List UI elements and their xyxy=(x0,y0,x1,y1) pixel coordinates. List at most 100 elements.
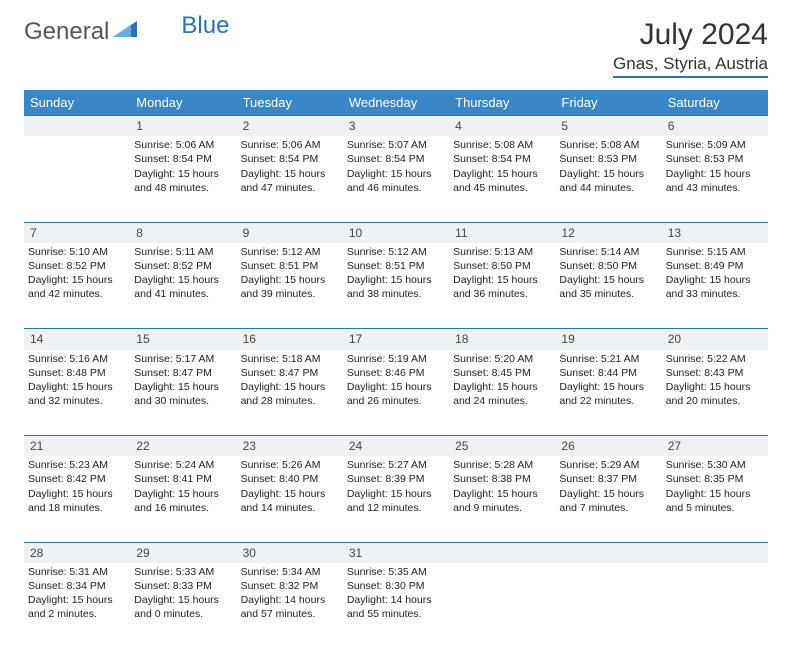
daylight-text: Daylight: 15 hours and 44 minutes. xyxy=(559,167,657,195)
sunset-text: Sunset: 8:39 PM xyxy=(347,472,445,486)
day-content-row: Sunrise: 5:31 AMSunset: 8:34 PMDaylight:… xyxy=(24,563,768,649)
day-cell: Sunrise: 5:28 AMSunset: 8:38 PMDaylight:… xyxy=(449,456,555,542)
sunrise-text: Sunrise: 5:31 AM xyxy=(28,565,126,579)
sunrise-text: Sunrise: 5:12 AM xyxy=(241,245,339,259)
sunset-text: Sunset: 8:32 PM xyxy=(241,579,339,593)
day-number: 8 xyxy=(130,222,236,243)
sunset-text: Sunset: 8:47 PM xyxy=(134,366,232,380)
day-number: 20 xyxy=(662,329,768,350)
daylight-text: Daylight: 15 hours and 36 minutes. xyxy=(453,273,551,301)
sunrise-text: Sunrise: 5:18 AM xyxy=(241,352,339,366)
month-title: July 2024 xyxy=(613,18,768,52)
day-number: 19 xyxy=(555,329,661,350)
sunset-text: Sunset: 8:54 PM xyxy=(241,152,339,166)
day-cell: Sunrise: 5:10 AMSunset: 8:52 PMDaylight:… xyxy=(24,243,130,329)
sunset-text: Sunset: 8:45 PM xyxy=(453,366,551,380)
daylight-text: Daylight: 15 hours and 46 minutes. xyxy=(347,167,445,195)
sunrise-text: Sunrise: 5:24 AM xyxy=(134,458,232,472)
day-cell: Sunrise: 5:18 AMSunset: 8:47 PMDaylight:… xyxy=(237,350,343,436)
day-number: 24 xyxy=(343,436,449,457)
daylight-text: Daylight: 15 hours and 35 minutes. xyxy=(559,273,657,301)
day-number: 17 xyxy=(343,329,449,350)
sunset-text: Sunset: 8:41 PM xyxy=(134,472,232,486)
sunrise-text: Sunrise: 5:35 AM xyxy=(347,565,445,579)
daylight-text: Daylight: 15 hours and 0 minutes. xyxy=(134,593,232,621)
sunset-text: Sunset: 8:34 PM xyxy=(28,579,126,593)
day-cell: Sunrise: 5:22 AMSunset: 8:43 PMDaylight:… xyxy=(662,350,768,436)
logo-triangle-icon xyxy=(113,18,139,46)
sunrise-text: Sunrise: 5:17 AM xyxy=(134,352,232,366)
day-number: 11 xyxy=(449,222,555,243)
day-cell: Sunrise: 5:06 AMSunset: 8:54 PMDaylight:… xyxy=(237,136,343,222)
day-number: 7 xyxy=(24,222,130,243)
weekday-header: Sunday xyxy=(24,90,130,116)
day-number: 16 xyxy=(237,329,343,350)
sunset-text: Sunset: 8:30 PM xyxy=(347,579,445,593)
day-number: 27 xyxy=(662,436,768,457)
day-number: 22 xyxy=(130,436,236,457)
day-cell: Sunrise: 5:06 AMSunset: 8:54 PMDaylight:… xyxy=(130,136,236,222)
sunrise-text: Sunrise: 5:11 AM xyxy=(134,245,232,259)
sunset-text: Sunset: 8:42 PM xyxy=(28,472,126,486)
sunset-text: Sunset: 8:54 PM xyxy=(347,152,445,166)
daylight-text: Daylight: 15 hours and 42 minutes. xyxy=(28,273,126,301)
day-number: 9 xyxy=(237,222,343,243)
day-cell: Sunrise: 5:08 AMSunset: 8:53 PMDaylight:… xyxy=(555,136,661,222)
day-number: 25 xyxy=(449,436,555,457)
daylight-text: Daylight: 15 hours and 26 minutes. xyxy=(347,380,445,408)
day-number: 28 xyxy=(24,542,130,563)
sunset-text: Sunset: 8:52 PM xyxy=(28,259,126,273)
daylight-text: Daylight: 15 hours and 12 minutes. xyxy=(347,487,445,515)
sunset-text: Sunset: 8:35 PM xyxy=(666,472,764,486)
sunset-text: Sunset: 8:37 PM xyxy=(559,472,657,486)
daylight-text: Daylight: 15 hours and 2 minutes. xyxy=(28,593,126,621)
sunrise-text: Sunrise: 5:07 AM xyxy=(347,138,445,152)
daylight-text: Daylight: 15 hours and 33 minutes. xyxy=(666,273,764,301)
sunrise-text: Sunrise: 5:29 AM xyxy=(559,458,657,472)
day-cell xyxy=(555,563,661,649)
daylight-text: Daylight: 15 hours and 39 minutes. xyxy=(241,273,339,301)
day-cell: Sunrise: 5:29 AMSunset: 8:37 PMDaylight:… xyxy=(555,456,661,542)
day-number: 18 xyxy=(449,329,555,350)
sunset-text: Sunset: 8:53 PM xyxy=(666,152,764,166)
logo-text-1: General xyxy=(24,18,109,46)
sunset-text: Sunset: 8:51 PM xyxy=(241,259,339,273)
sunset-text: Sunset: 8:49 PM xyxy=(666,259,764,273)
day-number: 15 xyxy=(130,329,236,350)
weekday-header: Friday xyxy=(555,90,661,116)
day-number: 14 xyxy=(24,329,130,350)
day-number: 6 xyxy=(662,116,768,137)
page-header: General Blue July 2024 Gnas, Styria, Aus… xyxy=(24,18,768,78)
day-number: 21 xyxy=(24,436,130,457)
daylight-text: Daylight: 15 hours and 7 minutes. xyxy=(559,487,657,515)
sunset-text: Sunset: 8:43 PM xyxy=(666,366,764,380)
daylight-text: Daylight: 15 hours and 41 minutes. xyxy=(134,273,232,301)
sunset-text: Sunset: 8:54 PM xyxy=(134,152,232,166)
sunrise-text: Sunrise: 5:20 AM xyxy=(453,352,551,366)
sunset-text: Sunset: 8:50 PM xyxy=(453,259,551,273)
daylight-text: Daylight: 15 hours and 47 minutes. xyxy=(241,167,339,195)
weekday-header: Tuesday xyxy=(237,90,343,116)
day-number: 31 xyxy=(343,542,449,563)
sunset-text: Sunset: 8:50 PM xyxy=(559,259,657,273)
day-cell: Sunrise: 5:26 AMSunset: 8:40 PMDaylight:… xyxy=(237,456,343,542)
sunrise-text: Sunrise: 5:19 AM xyxy=(347,352,445,366)
day-number: 10 xyxy=(343,222,449,243)
sunrise-text: Sunrise: 5:30 AM xyxy=(666,458,764,472)
sunset-text: Sunset: 8:52 PM xyxy=(134,259,232,273)
day-cell: Sunrise: 5:19 AMSunset: 8:46 PMDaylight:… xyxy=(343,350,449,436)
sunset-text: Sunset: 8:44 PM xyxy=(559,366,657,380)
daylight-text: Daylight: 15 hours and 30 minutes. xyxy=(134,380,232,408)
daylight-text: Daylight: 15 hours and 14 minutes. xyxy=(241,487,339,515)
weekday-header: Wednesday xyxy=(343,90,449,116)
sunrise-text: Sunrise: 5:08 AM xyxy=(559,138,657,152)
sunset-text: Sunset: 8:47 PM xyxy=(241,366,339,380)
day-number: 4 xyxy=(449,116,555,137)
day-cell: Sunrise: 5:15 AMSunset: 8:49 PMDaylight:… xyxy=(662,243,768,329)
day-cell: Sunrise: 5:12 AMSunset: 8:51 PMDaylight:… xyxy=(237,243,343,329)
day-cell xyxy=(24,136,130,222)
sunset-text: Sunset: 8:40 PM xyxy=(241,472,339,486)
weekday-header: Thursday xyxy=(449,90,555,116)
day-content-row: Sunrise: 5:06 AMSunset: 8:54 PMDaylight:… xyxy=(24,136,768,222)
sunrise-text: Sunrise: 5:06 AM xyxy=(241,138,339,152)
